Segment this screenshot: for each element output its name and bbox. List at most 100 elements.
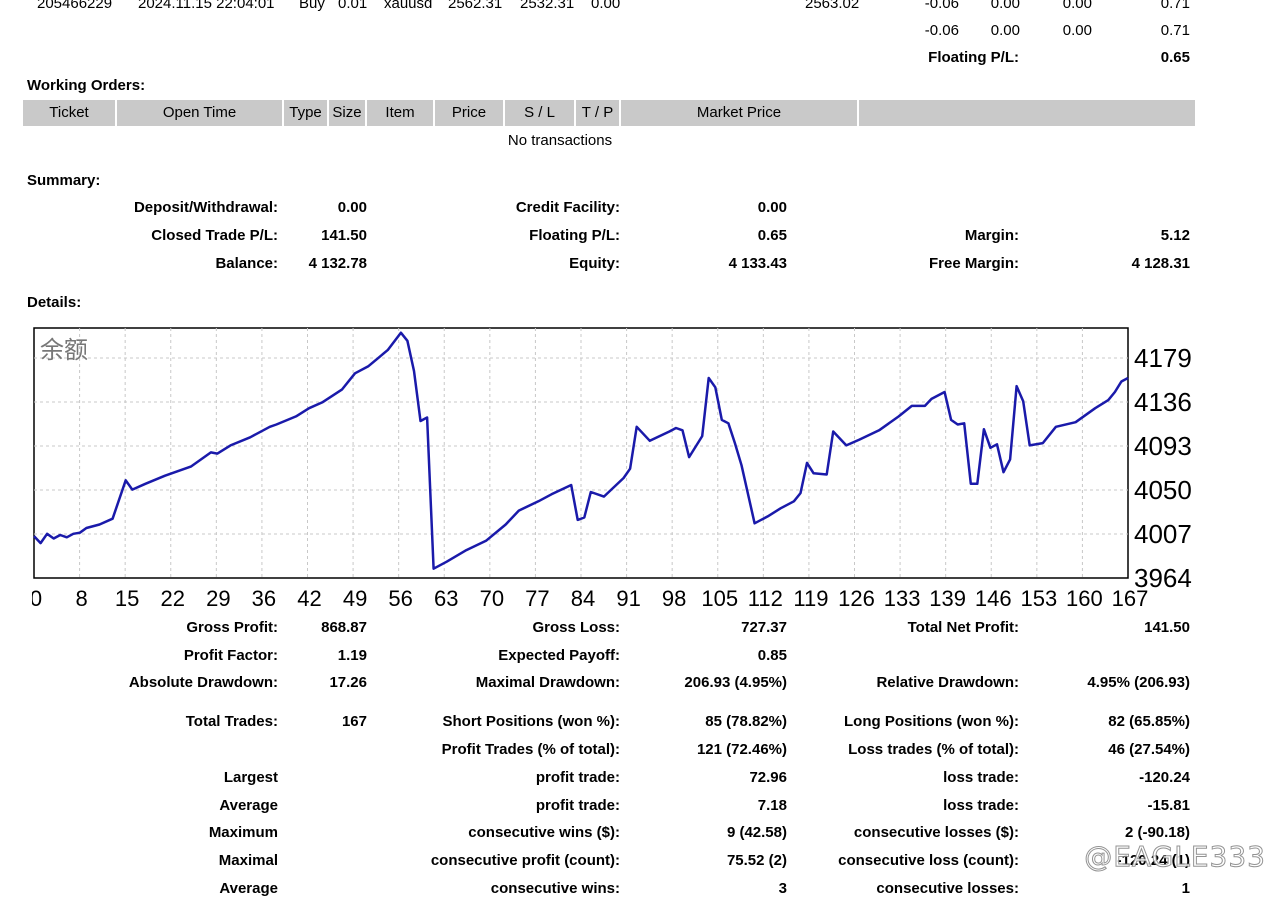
col-sl[interactable]: S / L [505,100,576,126]
loss-trades-label: Loss trades (% of total): [848,741,1019,758]
gross-profit-value: 868.87 [321,619,367,636]
total-net-value: 141.50 [1144,619,1190,636]
x-tick-label: 112 [748,586,783,608]
x-tick-label: 167 [1112,586,1149,608]
y-tick-label: 4179 [1134,343,1192,373]
max-consecutive-losses-value: 2 (-90.18) [1124,824,1190,841]
total-trades-value: 167 [341,713,367,730]
col-ticket[interactable]: Ticket [23,100,117,126]
largest-loss-label: loss trade: [943,769,1019,786]
rel-drawdown-value: 4.95% (206.93) [1087,674,1190,691]
no-transactions-text: No transactions [507,132,613,149]
col-type[interactable]: Type [284,100,329,126]
x-tick-label: 98 [662,586,686,608]
col-item[interactable]: Item [367,100,435,126]
x-tick-label: 0 [32,586,42,608]
maximal-loss-value: -120.24 (1) [1116,852,1190,869]
col-market-price[interactable]: Market Price [621,100,859,126]
largest-label: Largest [223,769,278,786]
balance-value: 4 132.78 [308,255,367,272]
chart-title: 余额 [40,336,88,364]
maximal-loss-label: consecutive loss (count): [838,852,1019,869]
position-type: Buy [299,0,325,12]
average-consecutive-label: Average [219,880,278,897]
equity-label: Equity: [569,255,620,272]
profit-trades-label: Profit Trades (% of total): [441,741,620,758]
position-size: 0.01 [338,0,368,12]
total-swap: 0.00 [1062,22,1092,39]
expected-payoff-value: 0.85 [757,647,787,664]
col-size[interactable]: Size [329,100,367,126]
maximum-label: Maximum [208,824,278,841]
x-tick-label: 119 [793,586,828,608]
working-orders-title: Working Orders: [27,77,146,94]
avg-consecutive-losses-label: consecutive losses: [876,880,1019,897]
x-tick-label: 15 [115,586,139,608]
x-tick-label: 133 [884,586,921,608]
total-commission: -0.06 [924,22,959,39]
x-tick-label: 42 [297,586,321,608]
abs-drawdown-label: Absolute Drawdown: [128,674,278,691]
y-tick-label: 4007 [1134,519,1192,549]
x-tick-label: 8 [75,586,87,608]
x-tick-label: 160 [1066,586,1103,608]
details-title: Details: [27,294,82,311]
short-positions-value: 85 (78.82%) [705,713,787,730]
gross-loss-label: Gross Loss: [532,619,620,636]
max-consecutive-losses-label: consecutive losses ($): [853,824,1019,841]
position-item: xauusd [384,0,433,12]
deposit-label: Deposit/Withdrawal: [133,199,278,216]
maximal-label: Maximal [218,852,278,869]
watermark: @EAGLE333 [1084,840,1266,874]
long-positions-label: Long Positions (won %): [844,713,1019,730]
credit-label: Credit Facility: [515,199,620,216]
rel-drawdown-label: Relative Drawdown: [876,674,1019,691]
position-profit: 0.71 [1160,0,1190,12]
margin-value: 5.12 [1160,227,1190,244]
long-positions-value: 82 (65.85%) [1108,713,1190,730]
free-margin-value: 4 128.31 [1131,255,1190,272]
max-drawdown-value: 206.93 (4.95%) [684,674,787,691]
x-tick-label: 84 [571,586,595,608]
total-profit: 0.71 [1160,22,1190,39]
y-tick-label: 4093 [1134,431,1192,461]
floating-pl-label: Floating P/L: [928,49,1019,66]
profit-factor-label: Profit Factor: [183,647,278,664]
credit-value: 0.00 [757,199,787,216]
average-label: Average [219,797,278,814]
profit-trades-value: 121 (72.46%) [696,741,787,758]
position-sl: 2532.31 [520,0,575,12]
col-empty [859,100,1195,126]
x-tick-label: 126 [838,586,875,608]
y-tick-label: 4050 [1134,475,1192,505]
position-commission: -0.06 [924,0,959,12]
col-tp[interactable]: T / P [576,100,621,126]
gross-loss-value: 727.37 [741,619,787,636]
col-open-time[interactable]: Open Time [117,100,284,126]
free-margin-label: Free Margin: [928,255,1019,272]
x-tick-label: 139 [929,586,966,608]
deposit-value: 0.00 [337,199,367,216]
profit-factor-value: 1.19 [337,647,367,664]
avg-consecutive-wins-label: consecutive wins: [490,880,620,897]
y-tick-label: 4136 [1134,387,1192,417]
x-tick-label: 63 [434,586,458,608]
average-loss-value: -15.81 [1147,797,1190,814]
x-tick-label: 36 [252,586,276,608]
summary-title: Summary: [27,172,101,189]
total-taxes: 0.00 [990,22,1020,39]
x-tick-label: 153 [1020,586,1057,608]
position-ticket: 205466229 [37,0,113,12]
x-tick-label: 56 [388,586,412,608]
balance-label: Balance: [215,255,278,272]
short-positions-label: Short Positions (won %): [442,713,621,730]
total-trades-label: Total Trades: [185,713,278,730]
summary-floating-value: 0.65 [757,227,787,244]
position-taxes: 0.00 [990,0,1020,12]
maximal-profit-value: 75.52 (2) [726,852,787,869]
col-price[interactable]: Price [435,100,505,126]
x-tick-label: 29 [206,586,230,608]
balance-series-line [33,331,1129,570]
average-profit-value: 7.18 [757,797,787,814]
x-tick-label: 22 [161,586,185,608]
